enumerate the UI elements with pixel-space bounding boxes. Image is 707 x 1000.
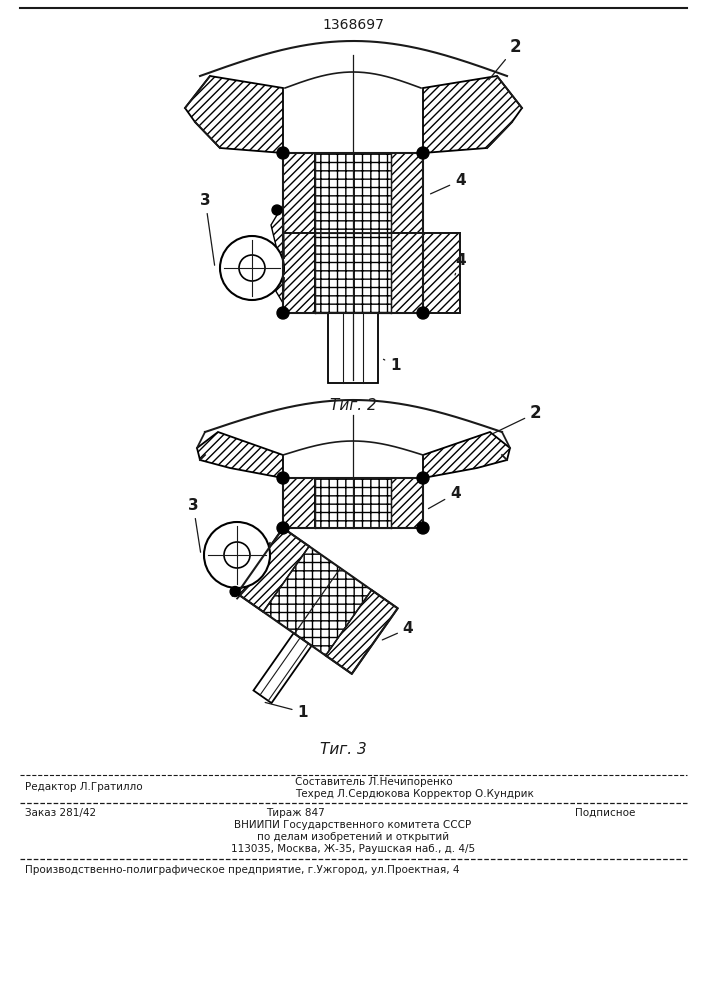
- Bar: [328, 313, 378, 383]
- Circle shape: [417, 522, 429, 534]
- Text: 4: 4: [428, 486, 461, 509]
- Text: 1: 1: [383, 358, 400, 373]
- Text: Подписное: Подписное: [575, 808, 636, 818]
- Text: 3: 3: [188, 498, 201, 552]
- Text: Производственно-полиграфическое предприятие, г.Ужгород, ул.Проектная, 4: Производственно-полиграфическое предприя…: [25, 865, 460, 875]
- Text: Τиг. 2: Τиг. 2: [329, 397, 376, 412]
- Polygon shape: [185, 76, 283, 153]
- Text: 1368697: 1368697: [322, 18, 384, 32]
- Text: Составитель Л.Нечипоренко: Составитель Л.Нечипоренко: [295, 777, 452, 787]
- Text: 1: 1: [265, 702, 308, 720]
- Polygon shape: [237, 528, 309, 612]
- Circle shape: [220, 236, 284, 300]
- Text: Тираж 847: Тираж 847: [266, 808, 325, 818]
- Circle shape: [230, 587, 240, 597]
- Bar: [315, 233, 391, 313]
- Circle shape: [417, 307, 429, 319]
- Circle shape: [417, 472, 429, 484]
- Bar: [391, 153, 423, 233]
- Polygon shape: [232, 543, 265, 597]
- Text: Заказ 281/42: Заказ 281/42: [25, 808, 96, 818]
- Bar: [283, 478, 315, 528]
- Circle shape: [239, 255, 265, 281]
- Polygon shape: [423, 432, 510, 478]
- Bar: [315, 153, 391, 233]
- Circle shape: [277, 147, 289, 159]
- Polygon shape: [326, 590, 397, 674]
- Polygon shape: [197, 432, 283, 478]
- Text: ВНИИПИ Государственного комитета СССР: ВНИИПИ Государственного комитета СССР: [235, 820, 472, 830]
- Polygon shape: [271, 205, 284, 273]
- Polygon shape: [423, 76, 522, 153]
- Bar: [283, 153, 315, 233]
- Circle shape: [204, 522, 270, 588]
- Text: Редактор Л.Гратилло: Редактор Л.Гратилло: [25, 782, 143, 792]
- Text: 2: 2: [489, 38, 522, 80]
- Circle shape: [277, 472, 289, 484]
- Text: 4: 4: [455, 253, 466, 275]
- Polygon shape: [254, 633, 312, 703]
- Bar: [391, 478, 423, 528]
- Circle shape: [277, 522, 289, 534]
- Polygon shape: [263, 546, 371, 655]
- Text: 4: 4: [431, 173, 466, 194]
- Circle shape: [277, 307, 289, 319]
- Bar: [315, 478, 391, 528]
- Text: 3: 3: [200, 193, 215, 265]
- Text: Техред Л.Сердюкова Корректор О.Кундрик: Техред Л.Сердюкова Корректор О.Кундрик: [295, 789, 534, 799]
- Text: 4: 4: [382, 621, 414, 640]
- Circle shape: [224, 542, 250, 568]
- Text: по делам изобретений и открытий: по делам изобретений и открытий: [257, 832, 449, 842]
- Text: 113035, Москва, Ж-35, Раушская наб., д. 4/5: 113035, Москва, Ж-35, Раушская наб., д. …: [231, 844, 475, 854]
- Polygon shape: [271, 263, 284, 303]
- Text: Τиг. 3: Τиг. 3: [320, 742, 366, 758]
- Circle shape: [272, 205, 282, 215]
- Circle shape: [417, 147, 429, 159]
- Bar: [391, 233, 423, 313]
- Bar: [423, 233, 460, 313]
- Bar: [283, 233, 315, 313]
- Text: 2: 2: [493, 404, 542, 434]
